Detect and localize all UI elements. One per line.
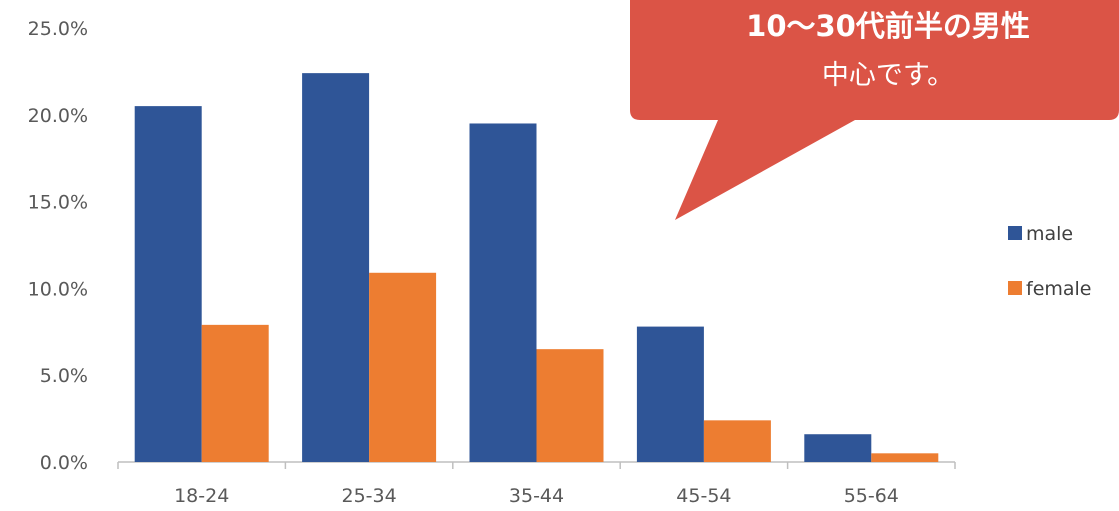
bar-female-45-54 <box>703 420 771 462</box>
x-tick-label: 18-24 <box>174 485 229 507</box>
callout-bubble: 10〜30代前半の男性 中心です。 <box>630 0 1119 220</box>
y-axis-labels: 0.0% 5.0% 10.0% 15.0% 20.0% 25.0% <box>28 18 88 474</box>
bar-male-25-34 <box>302 73 370 463</box>
y-tick-label: 5.0% <box>40 365 88 387</box>
callout-title: 10〜30代前半の男性 <box>746 9 1030 43</box>
legend-swatch-male <box>1008 226 1022 240</box>
bar-female-35-44 <box>536 349 604 462</box>
y-tick-label: 10.0% <box>28 278 88 300</box>
bars <box>134 73 939 463</box>
bar-male-55-64 <box>804 434 872 462</box>
x-tick-label: 35-44 <box>509 485 564 507</box>
x-axis-labels: 18-24 25-34 35-44 45-54 55-64 <box>174 485 899 507</box>
y-tick-label: 0.0% <box>40 452 88 474</box>
y-tick-label: 20.0% <box>28 105 88 127</box>
x-tick-label: 25-34 <box>341 485 396 507</box>
y-tick-label: 15.0% <box>28 192 88 214</box>
y-tick-label: 25.0% <box>28 18 88 40</box>
legend-label-female: female <box>1026 278 1092 300</box>
legend: male female <box>1008 223 1092 300</box>
bar-female-25-34 <box>369 272 437 462</box>
x-tick-label: 45-54 <box>676 485 731 507</box>
bar-male-18-24 <box>134 106 202 463</box>
bar-female-55-64 <box>871 453 939 462</box>
bar-male-35-44 <box>469 123 537 462</box>
bar-female-18-24 <box>201 324 269 462</box>
bar-male-45-54 <box>636 326 704 462</box>
callout-subtitle: 中心です。 <box>822 60 954 91</box>
callout-shape <box>630 0 1119 220</box>
legend-label-male: male <box>1026 223 1073 245</box>
legend-swatch-female <box>1008 281 1022 295</box>
x-tick-label: 55-64 <box>844 485 899 507</box>
x-axis-ticks <box>117 462 956 469</box>
